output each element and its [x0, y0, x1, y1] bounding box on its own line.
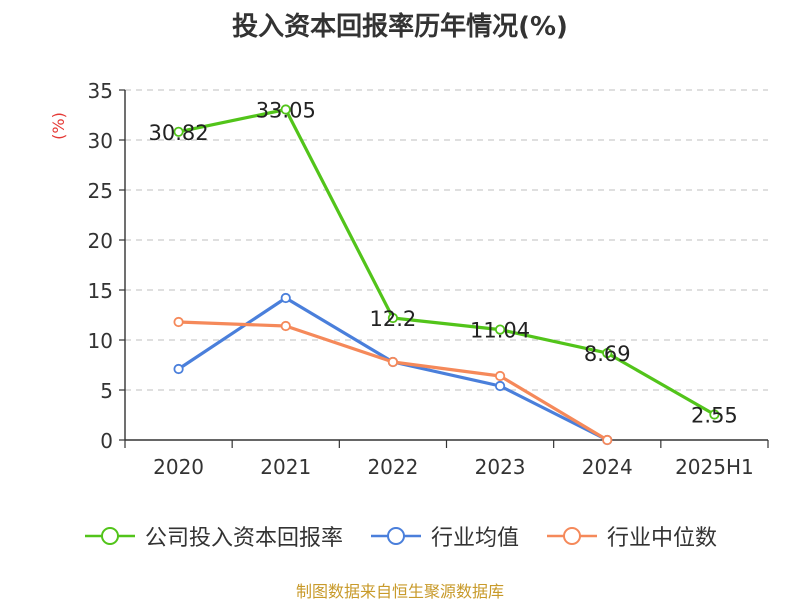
- axes: 0 5 10 15 20 25 30 35 2020 2021 2022 2023 2024 2025H1: [88, 79, 769, 479]
- data-point: [602, 347, 613, 359]
- y-tick-label: 10: [88, 329, 113, 353]
- data-point: [602, 434, 613, 446]
- legend-item[interactable]: 公司投入资本回报率: [83, 520, 343, 552]
- data-point: [280, 292, 291, 304]
- data-label: 2.55: [691, 404, 738, 428]
- data-point: [173, 126, 184, 137]
- y-tick-label: 0: [100, 429, 113, 453]
- y-tick-label: 25: [88, 179, 113, 203]
- x-tick-label: 2020: [153, 455, 204, 479]
- data-point: [280, 320, 291, 332]
- data-point: [494, 324, 506, 335]
- data-label: 30.82: [149, 121, 209, 145]
- series-line-0: [178, 107, 716, 416]
- x-tick-label: 2022: [367, 455, 418, 479]
- y-tick-label: 20: [88, 229, 113, 253]
- legend-swatch: [84, 527, 135, 545]
- legend-item[interactable]: 行业中位数: [545, 520, 717, 552]
- legend-label: 行业均值: [430, 526, 519, 551]
- y-tick-label: 35: [88, 79, 113, 103]
- legend-swatch: [547, 527, 597, 545]
- data-label: 11.04: [470, 319, 530, 343]
- chart-title: 投入资本回报率历年情况(%): [232, 12, 568, 42]
- data-point: [173, 363, 184, 375]
- y-tick-label: 30: [88, 129, 113, 153]
- y-axis-label: (%): [49, 112, 68, 140]
- data-label: 12.2: [370, 307, 417, 331]
- grid-lines: [125, 89, 768, 391]
- x-tick-label: 2023: [475, 455, 526, 479]
- data-point: [709, 409, 720, 420]
- data-point: [387, 312, 399, 324]
- data-label: 33.05: [256, 99, 316, 123]
- x-tick-label: 2021: [260, 455, 311, 479]
- legend-item[interactable]: 行业均值: [369, 520, 519, 552]
- y-tick-label: 15: [88, 279, 113, 303]
- x-tick-label: 2024: [582, 455, 633, 479]
- series-lines: [173, 104, 720, 446]
- data-labels: 30.82 33.05 12.2 11.04 8.69 2.55: [149, 99, 738, 428]
- data-point: [173, 316, 184, 328]
- data-point: [494, 370, 506, 382]
- source-note: 制图数据来自恒生聚源数据库: [295, 582, 504, 601]
- legend: 公司投入资本回报率 行业均值 行业中位数: [0, 520, 800, 552]
- legend-label: 公司投入资本回报率: [144, 526, 343, 551]
- data-label: 8.69: [584, 342, 631, 366]
- data-point: [494, 380, 506, 392]
- y-tick-label: 5: [100, 379, 113, 403]
- data-point: [387, 356, 399, 368]
- data-point: [280, 104, 291, 115]
- legend-swatch: [370, 527, 421, 545]
- x-tick-label: 2025H1: [675, 455, 754, 479]
- legend-label: 行业中位数: [607, 526, 718, 551]
